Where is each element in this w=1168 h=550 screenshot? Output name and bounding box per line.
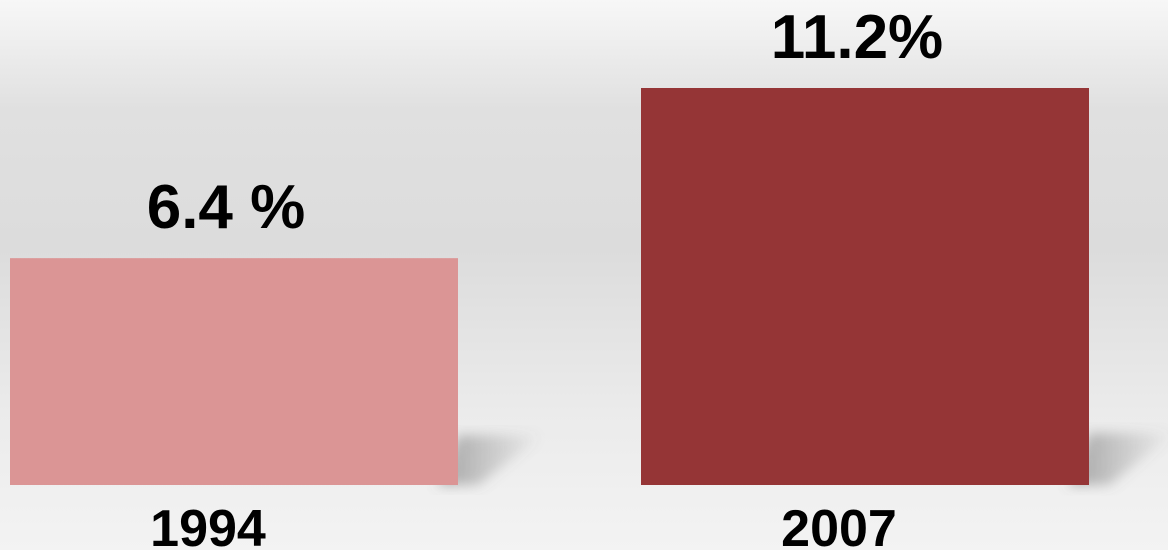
category-label-1994: 1994 — [150, 500, 266, 550]
value-label-1994: 6.4 % — [147, 173, 306, 242]
bar-shadow-1994 — [438, 435, 543, 485]
bar-2007 — [641, 88, 1089, 485]
bar-shadow-2007 — [1069, 433, 1168, 485]
value-label-2007: 11.2% — [771, 3, 943, 72]
category-label-2007: 2007 — [781, 500, 897, 550]
bar-shadows — [438, 433, 1168, 485]
labels: 6.4 % 1994 11.2% 2007 — [147, 3, 943, 550]
bar-1994 — [10, 258, 458, 485]
bars — [10, 88, 1089, 485]
